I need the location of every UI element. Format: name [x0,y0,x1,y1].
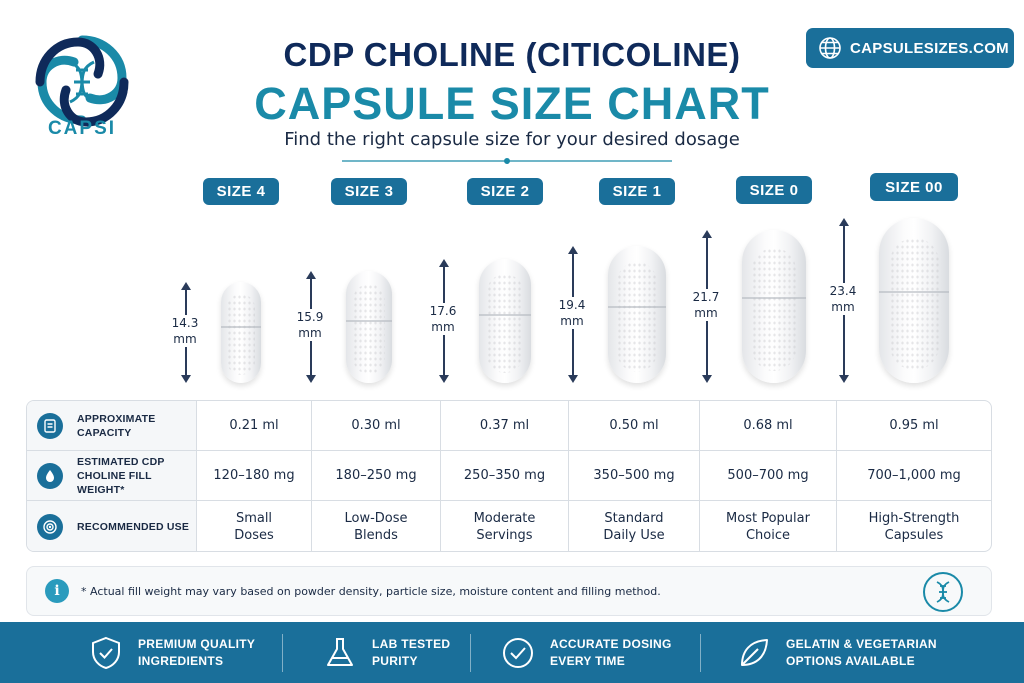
size-badge: SIZE 3 [331,178,407,205]
arrow-up-icon [439,259,449,267]
title-divider [342,158,672,164]
row-label-use-line1: RECOMMENDED USE [77,521,190,533]
size-badge: SIZE 1 [599,178,675,205]
row-label-capacity-line1: APPROXIMATE [77,412,156,425]
capsule-image [479,259,531,383]
row-label-use: RECOMMENDED USE [27,501,197,551]
dna-icon [923,572,963,612]
arrow-down-icon [181,375,191,383]
fill-weight-note: i * Actual fill weight may vary based on… [26,566,992,616]
cell-capacity-size0: 0.68 ml [700,401,837,450]
target-icon [37,514,63,540]
cell-fill-size2: 250–350 mg [441,451,569,500]
flask-icon [327,637,353,666]
size-badge: SIZE 4 [203,178,279,205]
table-row-use: RECOMMENDED USE Small Doses Low-Dose Blend… [27,501,991,551]
arrow-up-icon [702,230,712,238]
note-text: * Actual fill weight may vary based on p… [81,584,661,598]
arrow-down-icon [439,375,449,383]
cell-fill-size0: 500–700 mg [700,451,837,500]
feature-premium-quality: PREMIUM QUALITY INGREDIENTS [88,622,255,683]
feature-gelatin-text: GELATIN & VEGETARIAN OPTIONS AVAILABLE [786,636,937,668]
footer-separator [470,634,471,672]
website-link[interactable]: CAPSULESIZES.COM [806,28,1014,68]
table-row-capacity: APPROXIMATE CAPACITY 0.21 ml 0.30 ml 0.37… [27,401,991,451]
footer-separator [700,634,701,672]
cell-capacity-size1: 0.50 ml [569,401,700,450]
arrow-up-icon [839,218,849,226]
arrow-down-icon [702,375,712,383]
cell-use-size3: Low-Dose Blends [312,501,441,551]
size-badge: SIZE 00 [870,173,958,201]
size-badge: SIZE 0 [736,176,812,204]
logo-text: CAPSI [47,118,117,139]
cell-capacity-size2: 0.37 ml [441,401,569,450]
arrow-up-icon [181,282,191,290]
page-title: CDP CHOLINE (CITICOLINE) [283,36,741,73]
feature-premium-text: PREMIUM QUALITY INGREDIENTS [138,636,256,668]
row-label-capacity-line2: CAPACITY [77,426,132,439]
capsule-image [608,246,666,383]
row-label-capacity: APPROXIMATE CAPACITY [27,401,197,450]
page-title-main: CAPSULE SIZE CHART [254,78,770,129]
cell-fill-size1: 350–500 mg [569,451,700,500]
feature-gelatin-vegetarian: GELATIN & VEGETARIAN OPTIONS AVAILABLE [736,622,937,683]
row-label-fill-line1: ESTIMATED CDP [77,455,165,468]
cell-capacity-size00: 0.95 ml [889,418,939,433]
capsule-image [742,230,806,383]
cell-fill-size00: 700–1,000 mg [867,468,961,483]
cell-use-size0: Most Popular Choice [700,501,837,551]
length-label: 23.4 mm [823,282,863,315]
capsule-image [221,282,261,383]
capsule-image [346,271,392,383]
cell-use-size00: High-Strength Capsules [868,511,960,543]
beaker-icon [37,412,63,439]
feature-accurate-dosing: ACCURATE DOSING EVERY TIME [500,622,672,683]
length-label: 14.3 mm [165,314,205,347]
capsule-image [879,218,949,383]
footer-separator [282,634,283,672]
globe-icon [819,37,841,59]
feature-dosing-text: ACCURATE DOSING EVERY TIME [550,636,672,668]
cell-use-size1: Standard Daily Use [569,501,700,551]
cell-use-size4: Small Doses [197,501,312,551]
cell-capacity-size3: 0.30 ml [312,401,441,450]
row-label-fill-weight: ESTIMATED CDP CHOLINE FILL WEIGHT* [27,451,197,500]
shield-check-icon [92,636,120,669]
arrow-up-icon [306,271,316,279]
capsi-logo [35,35,129,127]
cell-fill-size4: 120–180 mg [197,451,312,500]
size-badge: SIZE 2 [467,178,543,205]
cell-fill-size3: 180–250 mg [312,451,441,500]
leaf-icon [741,638,768,666]
length-label: 17.6 mm [423,303,463,335]
check-circle-icon [503,637,533,668]
feature-lab-tested: LAB TESTED PURITY [322,622,450,683]
info-icon: i [45,579,69,603]
capsule-spec-table: APPROXIMATE CAPACITY 0.21 ml 0.30 ml 0.37… [26,400,992,552]
footer-features: PREMIUM QUALITY INGREDIENTS LAB TESTED P… [0,622,1024,683]
feature-lab-text: LAB TESTED PURITY [372,636,451,668]
cell-capacity-size4: 0.21 ml [197,401,312,450]
arrow-down-icon [839,375,849,383]
arrow-up-icon [568,246,578,254]
arrow-down-icon [306,375,316,383]
table-row-fill-weight: ESTIMATED CDP CHOLINE FILL WEIGHT* 120–18… [27,451,991,501]
arrow-down-icon [568,375,578,383]
length-label: 15.9 mm [290,309,330,341]
cell-use-size2: Moderate Servings [441,501,569,551]
powder-drop-icon [37,462,63,489]
length-label: 21.7 mm [686,288,726,321]
page-subtitle: Find the right capsule size for your des… [284,129,740,150]
length-label: 19.4 mm [552,296,592,329]
website-text: CAPSULESIZES.COM [850,39,1009,57]
row-label-fill-line2: CHOLINE FILL WEIGHT* [77,469,152,496]
